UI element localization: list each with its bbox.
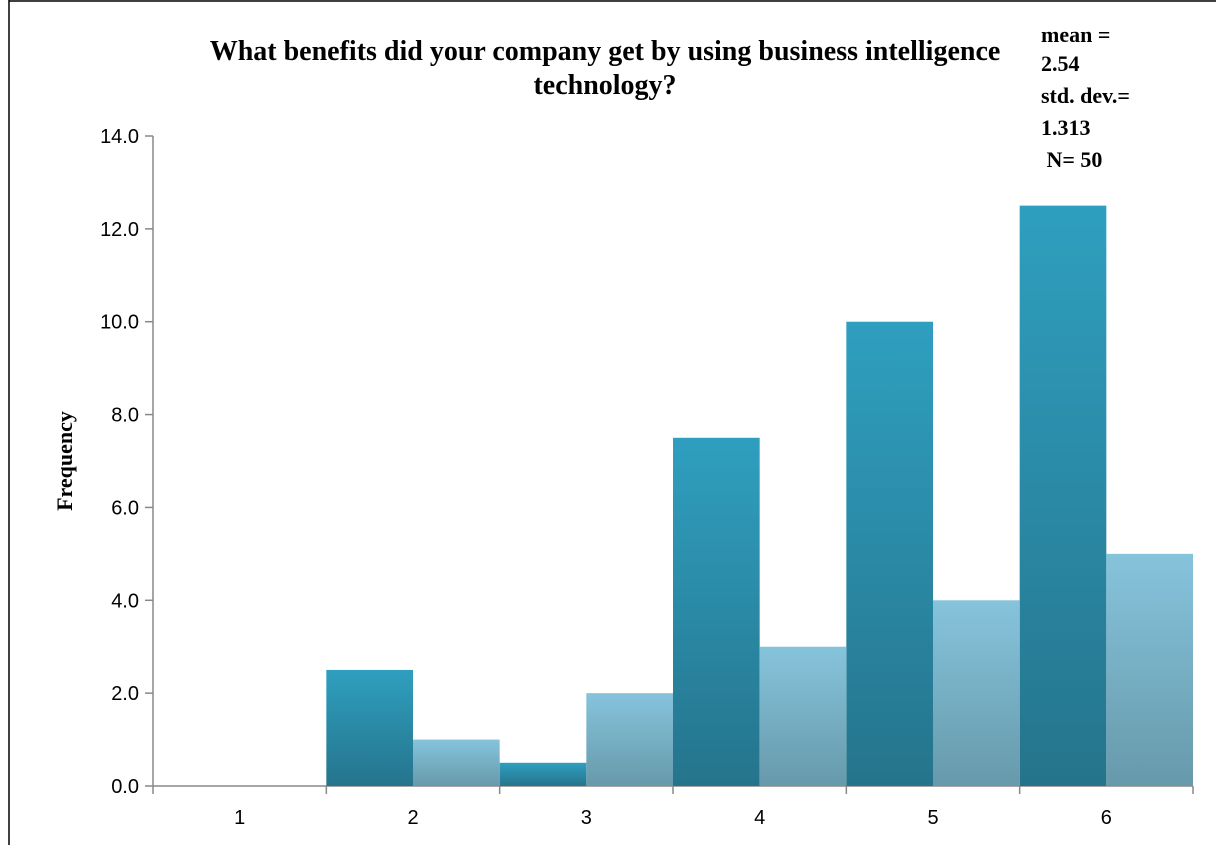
x-axis: 1 2 3 4 5 6	[152, 785, 1194, 829]
y-tick-label: 4.0	[111, 590, 139, 612]
bar-series-2-cat-3	[586, 693, 673, 786]
y-axis: 0.0 2.0 4.0 6.0 8.0 10.0 12.0 14.0	[100, 126, 154, 798]
x-tick-label: 2	[407, 807, 418, 829]
bar-series-1-cat-5	[846, 321, 933, 786]
chart-title-line-1: What benefits did your company get by us…	[210, 36, 1001, 67]
x-tick-label: 1	[234, 807, 245, 829]
y-tick-label: 0.0	[111, 776, 139, 798]
x-tick-label: 4	[754, 807, 765, 829]
x-tick-label: 6	[1101, 807, 1112, 829]
bar-series-2-cat-6	[1106, 553, 1193, 786]
y-tick-label: 6.0	[111, 497, 139, 519]
stats-mean-label: mean =	[1041, 22, 1110, 47]
bar-series-2-cat-4	[759, 646, 847, 786]
y-tick-label: 12.0	[100, 219, 139, 241]
x-tick-label: 5	[927, 807, 938, 829]
bar-series-2-cat-2	[413, 739, 500, 786]
y-axis-label: Frequency	[52, 411, 77, 511]
stats-stddev-value: 1.313	[1041, 115, 1091, 140]
y-tick-label: 8.0	[111, 405, 139, 427]
bar-series-1-cat-6	[1019, 205, 1107, 787]
chart-title-line-2: technology?	[533, 70, 676, 101]
y-tick-label: 2.0	[111, 683, 139, 705]
stats-stddev-label: std. dev.=	[1041, 83, 1130, 108]
bar-series-2-cat-5	[933, 600, 1020, 786]
bars	[326, 205, 1193, 787]
x-tick-label: 3	[581, 807, 592, 829]
bar-series-1-cat-4	[673, 437, 760, 786]
y-tick-label: 10.0	[100, 312, 139, 334]
y-tick-label: 14.0	[100, 126, 139, 148]
stats-n: N= 50	[1041, 147, 1102, 172]
stats-mean-value: 2.54	[1041, 51, 1080, 76]
bar-series-1-cat-2	[326, 669, 413, 786]
bar-series-1-cat-3	[499, 762, 587, 786]
